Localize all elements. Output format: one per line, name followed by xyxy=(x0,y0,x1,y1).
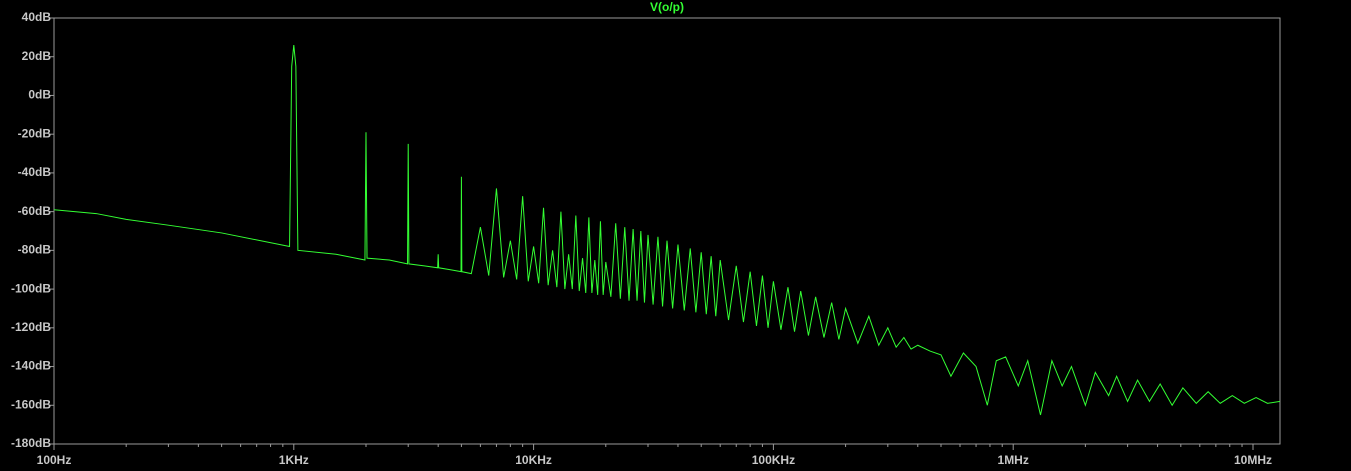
x-tick-label: 100KHz xyxy=(752,453,795,467)
y-tick-label: -120dB xyxy=(11,320,51,334)
x-tick-label: 100Hz xyxy=(37,453,72,467)
y-tick-label: -160dB xyxy=(11,397,51,411)
x-tick-label: 10KHz xyxy=(515,453,552,467)
y-tick-label: -180dB xyxy=(11,436,51,450)
y-tick-label: -100dB xyxy=(11,281,51,295)
x-tick-label: 1KHz xyxy=(279,453,309,467)
y-tick-label: -80dB xyxy=(18,243,52,257)
y-tick-label: -60dB xyxy=(18,204,52,218)
chart-title: V(o/p) xyxy=(650,0,684,14)
x-tick-label: 10MHz xyxy=(1234,453,1272,467)
trace xyxy=(53,45,1281,416)
x-tick-label: 1MHz xyxy=(998,453,1029,467)
y-tick-label: -20dB xyxy=(18,126,52,140)
y-tick-label: -40dB xyxy=(18,165,52,179)
y-tick-label: 0dB xyxy=(28,88,51,102)
y-tick-label: 20dB xyxy=(22,49,52,63)
y-tick-label: -140dB xyxy=(11,359,51,373)
plot-frame xyxy=(53,17,1281,445)
y-tick-label: 40dB xyxy=(22,10,52,24)
